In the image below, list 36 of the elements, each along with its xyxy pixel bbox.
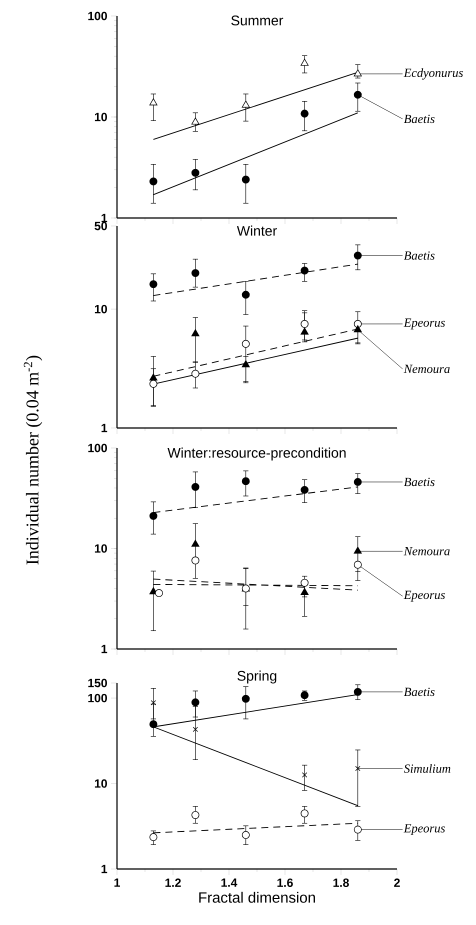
legend-label: Baetis — [404, 251, 435, 260]
x-tick-label: 1.4 — [221, 878, 238, 887]
chart-title: Summer — [231, 16, 284, 26]
legend-label: Simulium — [404, 764, 450, 773]
legend-label: Baetis — [404, 688, 435, 696]
y-tick-label: 10 — [94, 779, 107, 788]
y-tick-label: 10 — [94, 304, 107, 314]
y-tick-label: 150 — [88, 678, 107, 688]
y-tick-label: 1 — [102, 644, 108, 654]
text: Epeorus — [404, 590, 445, 602]
x-tick-label: 1.8 — [333, 878, 349, 887]
legend-label: Ecdyonurus — [404, 68, 463, 80]
x-tick-label: 1.2 — [165, 878, 181, 887]
y-tick-label: 1 — [102, 214, 108, 222]
x-tick-label: 1 — [114, 878, 120, 887]
text: Nemoura — [404, 364, 450, 374]
chart-title: Spring — [237, 670, 276, 684]
x-axis-title: Fractal dimension — [199, 892, 315, 903]
legend-label: Nemoura — [404, 547, 450, 556]
y-tick-label: 10 — [94, 544, 107, 553]
y-tick-label: 10 — [94, 112, 107, 122]
y-tick-label: 100 — [88, 12, 107, 20]
y-tick-label: 1 — [102, 424, 108, 432]
y-tick-label: 100 — [88, 694, 107, 702]
legend-label: Epeorus — [404, 318, 445, 330]
chart-title: Winter:resource-precondition — [168, 448, 346, 461]
x-tick-label: 2 — [394, 878, 400, 887]
chart-title: Winter — [236, 226, 277, 236]
x-tick-label: 1.6 — [277, 878, 293, 887]
legend-label: Epeorus — [404, 824, 445, 836]
text: Baetis — [404, 114, 435, 124]
y-tick-label: 1 — [102, 864, 108, 874]
y-axis-title: Individual number (0.04 m$^{-2}$) — [24, 356, 42, 564]
legend-label: Baetis — [404, 478, 435, 486]
y-tick-label: 100 — [88, 444, 107, 452]
y-tick-label: 50 — [94, 222, 107, 230]
